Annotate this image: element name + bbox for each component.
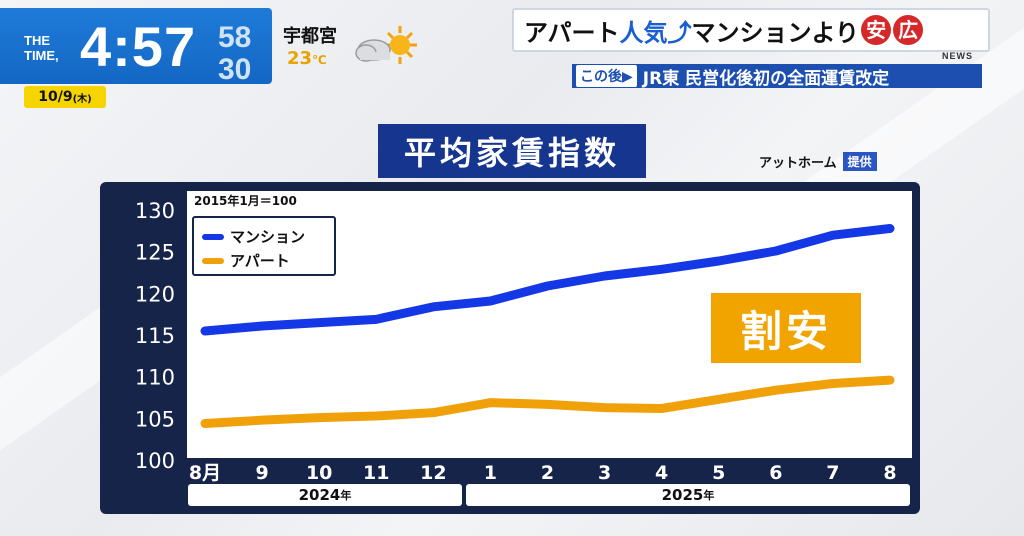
y-tick-label: 115 (135, 324, 175, 348)
x-tick-label: 8 (883, 462, 896, 484)
x-tick-label: 5 (712, 462, 725, 484)
x-tick-label: 10 (306, 462, 332, 484)
y-tick-label: 100 (135, 449, 175, 473)
legend-item-mansion: マンション (202, 226, 305, 247)
x-tick-label: 7 (826, 462, 839, 484)
news-mark: NEWS (942, 51, 973, 61)
chart-note: 2015年1月＝100 (194, 194, 297, 208)
y-tick-label: 120 (135, 282, 175, 306)
source-credit: アットホーム 提供 (759, 152, 877, 171)
x-tick-label: 8月 (189, 462, 221, 484)
y-tick-label: 130 (135, 199, 175, 223)
year-axis: 2024 年 2025 年 (187, 484, 912, 507)
month-axis (187, 459, 912, 483)
x-tick-label: 6 (769, 462, 782, 484)
cheap-callout: 割安 (711, 293, 861, 363)
x-tick-label: 4 (655, 462, 668, 484)
clock-time: 4:57 (80, 15, 197, 78)
year-label-2025: 2025 年 (466, 484, 910, 506)
clock-next-digits: 58 30 (218, 22, 252, 80)
y-tick-label: 125 (135, 241, 175, 265)
up-arrow-icon: ⤴ (667, 18, 692, 47)
next-tag: この後▶ (576, 65, 637, 87)
y-tick-label: 105 (135, 407, 175, 431)
x-tick-label: 11 (363, 462, 389, 484)
chart-title: 平均家賃指数 (378, 124, 646, 178)
x-tick-label: 2 (541, 462, 554, 484)
series-line-apartment (200, 375, 895, 428)
cloud-sun-icon (352, 24, 424, 70)
clock-panel: THE TIME, 4:57 58 30 (0, 8, 272, 84)
weather-temperature: 23℃ (287, 48, 327, 69)
next-segment-bar: この後▶ JR東 民営化後初の全面運賃改定 (572, 64, 982, 89)
weather-city: 宇都宮 (283, 26, 337, 47)
legend-item-apartment: アパート (202, 250, 290, 271)
headline-badge-cheap: 安 (861, 15, 892, 45)
chart-legend: マンション アパート (192, 216, 336, 276)
x-tick-label: 1 (484, 462, 497, 484)
date-badge: 10/9 (木) (24, 86, 106, 108)
headline-badge-spacious: 広 (893, 15, 924, 45)
y-tick-label: 110 (135, 366, 175, 390)
next-text: JR東 民営化後初の全面運賃改定 (642, 68, 890, 89)
x-tick-label: 3 (598, 462, 611, 484)
legend-swatch-mansion (202, 233, 224, 240)
program-logo: THE TIME, (24, 33, 59, 63)
x-tick-label: 9 (255, 462, 268, 484)
headline-banner: アパート 人気 ⤴ マンションより 安 広 (512, 8, 990, 52)
source-badge: 提供 (842, 152, 877, 171)
year-label-2024: 2024 年 (188, 484, 462, 506)
legend-swatch-apartment (202, 257, 224, 264)
x-tick-label: 12 (420, 462, 446, 484)
